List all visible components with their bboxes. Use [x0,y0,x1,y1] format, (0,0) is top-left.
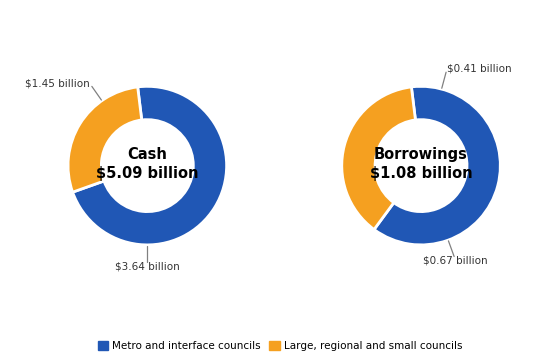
Text: Borrowings
$1.08 billion: Borrowings $1.08 billion [370,147,473,181]
Legend: Metro and interface councils, Large, regional and small councils: Metro and interface councils, Large, reg… [94,337,466,355]
Wedge shape [342,87,416,229]
Text: Cash
$5.09 billion: Cash $5.09 billion [96,147,199,181]
Text: $1.45 billion: $1.45 billion [25,78,90,88]
Wedge shape [73,86,227,245]
Text: $3.64 billion: $3.64 billion [115,261,180,271]
Text: $0.41 billion: $0.41 billion [447,63,512,74]
Wedge shape [68,87,142,192]
Text: $0.67 billion: $0.67 billion [423,255,488,265]
Wedge shape [374,86,500,245]
